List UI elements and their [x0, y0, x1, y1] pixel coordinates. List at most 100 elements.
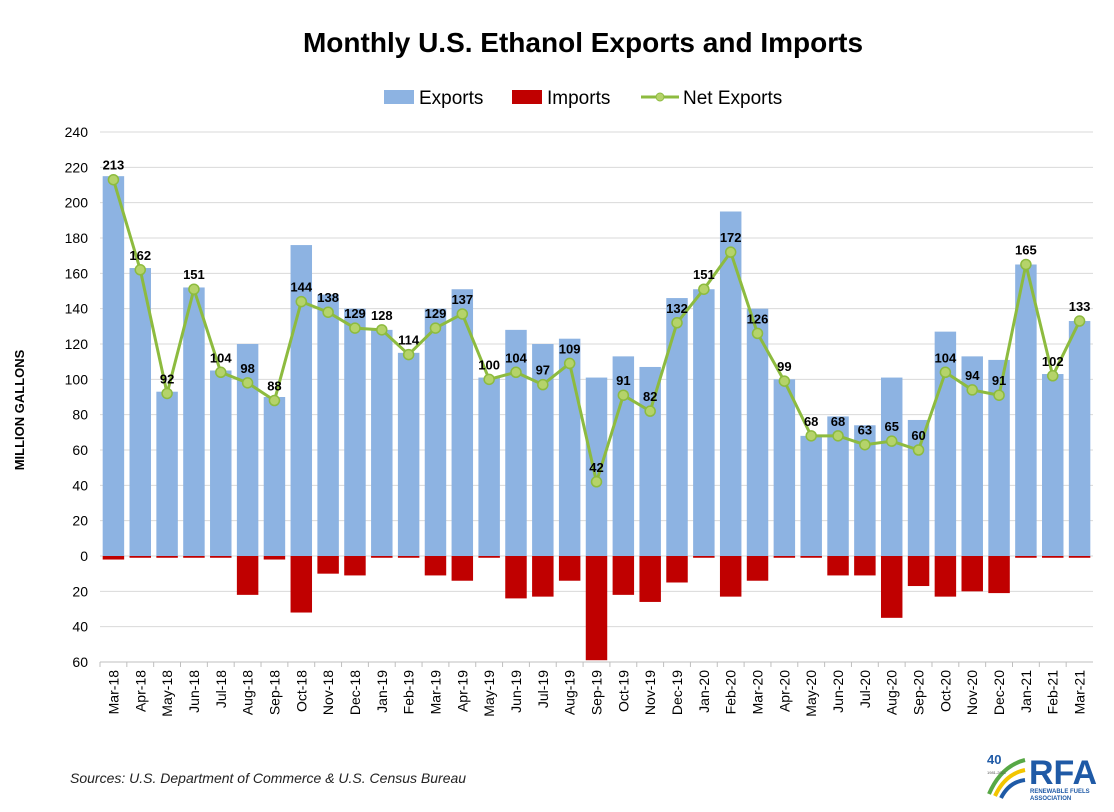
net-exports-data-label: 68 [831, 414, 845, 429]
net-exports-point [188, 283, 200, 295]
x-tick-label: Jan-21 [1018, 670, 1034, 713]
imports-bar [263, 556, 286, 560]
exports-bar [934, 331, 957, 556]
net-exports-data-label: 68 [804, 414, 818, 429]
net-exports-data-label: 102 [1042, 354, 1064, 369]
imports-bar [236, 556, 259, 595]
imports-bar [344, 556, 366, 576]
imports-bar [854, 556, 876, 576]
x-tick-label: Mar-21 [1072, 670, 1088, 715]
exports-bar [854, 425, 876, 556]
net-exports-point [859, 438, 871, 451]
exports-bar [907, 419, 930, 556]
net-exports-point [376, 324, 388, 336]
svg-text:ASSOCIATION: ASSOCIATION [1030, 796, 1071, 802]
exports-bar [236, 344, 259, 556]
imports-bar [210, 556, 232, 558]
x-tick-label: Aug-19 [562, 670, 578, 715]
net-exports-point [322, 306, 334, 318]
net-exports-point [671, 317, 683, 329]
exports-bar [746, 308, 769, 556]
y-tick-label: 20 [72, 583, 88, 599]
svg-text:1981-2021: 1981-2021 [987, 770, 1007, 775]
x-tick-label: Feb-21 [1045, 670, 1061, 715]
net-exports-point [510, 366, 522, 379]
exports-bar [961, 356, 983, 556]
imports-bar [478, 556, 500, 558]
imports-bar [934, 556, 957, 597]
x-tick-label: May-19 [481, 670, 497, 717]
net-exports-point [295, 295, 308, 308]
net-exports-data-label: 92 [160, 371, 174, 386]
chart-title: Monthly U.S. Ethanol Exports and Imports [303, 27, 863, 58]
net-exports-data-label: 165 [1015, 243, 1037, 258]
imports-bar [666, 556, 688, 583]
y-tick-label: 200 [65, 195, 89, 211]
exports-bar [666, 298, 688, 556]
net-exports-line [107, 173, 1086, 488]
x-tick-label: Feb-19 [401, 670, 417, 715]
net-exports-data-label: 162 [129, 248, 151, 263]
net-exports-data-label: 133 [1069, 299, 1091, 314]
y-tick-label: 60 [72, 442, 88, 458]
exports-bar [451, 289, 474, 556]
y-tick-label: 220 [65, 159, 89, 175]
y-tick-label: 180 [65, 230, 89, 246]
y-tick-label: 140 [65, 301, 89, 317]
y-tick-label: 40 [72, 477, 88, 493]
net-exports-point [885, 435, 898, 447]
x-tick-label: Mar-18 [105, 670, 121, 715]
x-tick-label: Aug-20 [884, 670, 900, 715]
x-tick-label: Apr-18 [132, 670, 148, 712]
exports-bar [156, 391, 178, 556]
legend: Exports Imports Net Exports [384, 88, 782, 109]
x-tick-label: Dec-19 [669, 670, 685, 715]
net-exports-data-label: 109 [559, 341, 581, 356]
exports-bar [102, 176, 125, 556]
exports-bar [317, 294, 339, 556]
exports-bar [800, 435, 822, 556]
x-tick-label: Dec-20 [991, 670, 1007, 715]
x-tick-label: Jul-20 [857, 670, 873, 708]
net-exports-data-label: 151 [693, 267, 715, 282]
net-exports-point [1046, 370, 1059, 382]
net-exports-point [617, 389, 630, 401]
net-exports-point [483, 373, 495, 386]
net-exports-data-label: 65 [884, 419, 898, 434]
imports-bar [585, 556, 608, 661]
x-tick-label: Aug-18 [240, 670, 256, 715]
net-exports-point [537, 378, 549, 391]
net-exports-data-label: 94 [965, 368, 980, 383]
x-tick-label: Jul-18 [213, 670, 229, 708]
net-exports-point [724, 246, 737, 258]
legend-swatch [512, 90, 542, 104]
net-exports-point [241, 377, 254, 389]
exports-bar [1042, 374, 1064, 556]
net-exports-point [698, 283, 710, 295]
net-exports-point [268, 394, 281, 407]
rfa-logo: 40 1981-2021 RFA RENEWABLE FUELS ASSOCIA… [987, 752, 1097, 802]
y-tick-label: 40 [72, 619, 88, 635]
exports-bar [478, 377, 500, 556]
exports-bar [773, 379, 796, 556]
y-tick-label: 60 [72, 654, 88, 670]
imports-bar [397, 556, 420, 558]
net-exports-point [644, 405, 656, 417]
net-exports-point [778, 375, 791, 387]
net-exports-point [751, 327, 764, 340]
imports-bar [290, 556, 313, 613]
x-tick-label: Mar-20 [750, 670, 766, 715]
net-exports-point [215, 366, 227, 379]
imports-bar [129, 556, 151, 558]
x-tick-label: Oct-19 [615, 670, 631, 712]
imports-bar [1042, 556, 1064, 558]
legend-label: Net Exports [683, 88, 782, 109]
x-tick-label: Jan-20 [696, 670, 712, 713]
net-exports-data-label: 82 [643, 389, 657, 404]
x-tick-label: Sep-18 [266, 670, 282, 715]
imports-bar [719, 556, 742, 597]
exports-bar [558, 338, 581, 556]
y-tick-label: 160 [65, 265, 89, 281]
imports-bar [961, 556, 983, 592]
